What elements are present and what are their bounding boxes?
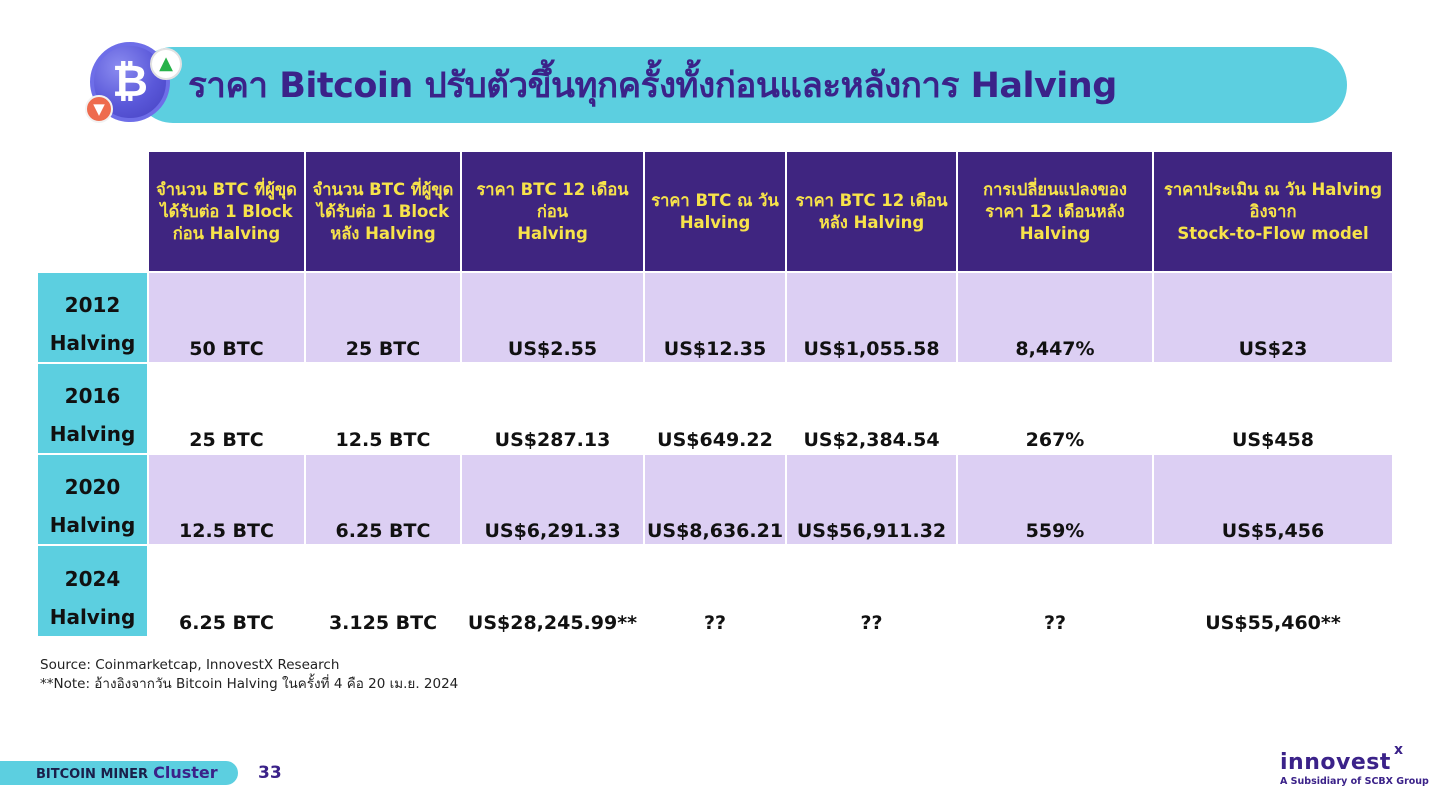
logo-x-mark: x bbox=[1394, 742, 1404, 758]
header-price-12m-after: ราคา BTC 12 เดือน หลัง Halving bbox=[785, 152, 957, 272]
table-cell: US$8,636.21 bbox=[643, 453, 786, 545]
table-cell: US$649.22 bbox=[643, 362, 786, 454]
cluster-accent-text: Cluster bbox=[153, 763, 218, 782]
table-row: 2012 Halving 50 BTC 25 BTC US$2.55 US$12… bbox=[38, 271, 1392, 363]
table-cell: 267% bbox=[956, 362, 1153, 454]
source-notes: Source: Coinmarketcap, InnovestX Researc… bbox=[40, 656, 458, 694]
header-s2f-estimate: ราคาประเมิน ณ วัน Halving อิงจาก Stock-t… bbox=[1152, 152, 1392, 272]
table-cell: US$12.35 bbox=[643, 271, 786, 363]
table-cell: 8,447% bbox=[956, 271, 1153, 363]
table-cell: US$55,460** bbox=[1152, 544, 1392, 636]
halving-table: จำนวน BTC ที่ผู้ขุด ได้รับต่อ 1 Block ก่… bbox=[38, 152, 1392, 636]
table-cell: US$287.13 bbox=[460, 362, 644, 454]
row-label: 2012 Halving bbox=[38, 271, 148, 363]
header-price-change: การเปลี่ยนแปลงของ ราคา 12 เดือนหลัง Halv… bbox=[956, 152, 1153, 272]
table-cell: ?? bbox=[785, 544, 957, 636]
table-cell: 12.5 BTC bbox=[147, 453, 305, 545]
note-text: **Note: อ้างอิงจากวัน Bitcoin Halving ใน… bbox=[40, 676, 459, 692]
table-cell: 3.125 BTC bbox=[304, 544, 461, 636]
table-cell: 25 BTC bbox=[304, 271, 461, 363]
table-cell: 559% bbox=[956, 453, 1153, 545]
source-text: Source: Coinmarketcap, InnovestX Researc… bbox=[40, 657, 340, 673]
table-row: 2016 Halving 25 BTC 12.5 BTC US$287.13 U… bbox=[38, 362, 1392, 454]
innovestx-logo: innovest bbox=[1280, 750, 1391, 775]
table-cell: US$28,245.99** bbox=[460, 544, 644, 636]
table-cell: US$2.55 bbox=[460, 271, 644, 363]
table-cell: US$56,911.32 bbox=[785, 453, 957, 545]
header-price-halving-day: ราคา BTC ณ วัน Halving bbox=[643, 152, 786, 272]
table-cell: 12.5 BTC bbox=[304, 362, 461, 454]
table-cell: 6.25 BTC bbox=[147, 544, 305, 636]
page-title: ราคา Bitcoin ปรับตัวขึ้นทุกครั้งทั้งก่อน… bbox=[188, 66, 1117, 106]
table-row: 2024 Halving 6.25 BTC 3.125 BTC US$28,24… bbox=[38, 544, 1392, 636]
arrow-up-icon: ▲ bbox=[150, 48, 182, 80]
table-cell: ?? bbox=[956, 544, 1153, 636]
cluster-label: BITCOIN MINER Cluster bbox=[36, 762, 218, 784]
header-btc-after: จำนวน BTC ที่ผู้ขุด ได้รับต่อ 1 Block หล… bbox=[304, 152, 461, 272]
table-row: 2020 Halving 12.5 BTC 6.25 BTC US$6,291.… bbox=[38, 453, 1392, 545]
table-cell: 50 BTC bbox=[147, 271, 305, 363]
title-banner bbox=[135, 47, 1347, 123]
header-row: จำนวน BTC ที่ผู้ขุด ได้รับต่อ 1 Block ก่… bbox=[38, 152, 1392, 272]
row-label: 2020 Halving bbox=[38, 453, 148, 545]
table-cell: US$23 bbox=[1152, 271, 1392, 363]
cluster-tag bbox=[0, 761, 238, 785]
header-btc-before: จำนวน BTC ที่ผู้ขุด ได้รับต่อ 1 Block ก่… bbox=[147, 152, 305, 272]
table-cell: US$1,055.58 bbox=[785, 271, 957, 363]
header-price-12m-before: ราคา BTC 12 เดือนก่อน Halving bbox=[460, 152, 644, 272]
logo-subtitle: A Subsidiary of SCBX Group bbox=[1280, 776, 1429, 787]
table-cell: ?? bbox=[643, 544, 786, 636]
table-cell: US$5,456 bbox=[1152, 453, 1392, 545]
row-label: 2024 Halving bbox=[38, 544, 148, 636]
table-cell: 25 BTC bbox=[147, 362, 305, 454]
table-cell: US$2,384.54 bbox=[785, 362, 957, 454]
table-cell: 6.25 BTC bbox=[304, 453, 461, 545]
header-corner bbox=[38, 152, 148, 272]
page-number: 33 bbox=[258, 763, 282, 783]
table-cell: US$6,291.33 bbox=[460, 453, 644, 545]
arrow-down-icon: ▼ bbox=[85, 95, 113, 123]
cluster-main-text: BITCOIN MINER bbox=[36, 767, 148, 782]
row-label: 2016 Halving bbox=[38, 362, 148, 454]
table-cell: US$458 bbox=[1152, 362, 1392, 454]
